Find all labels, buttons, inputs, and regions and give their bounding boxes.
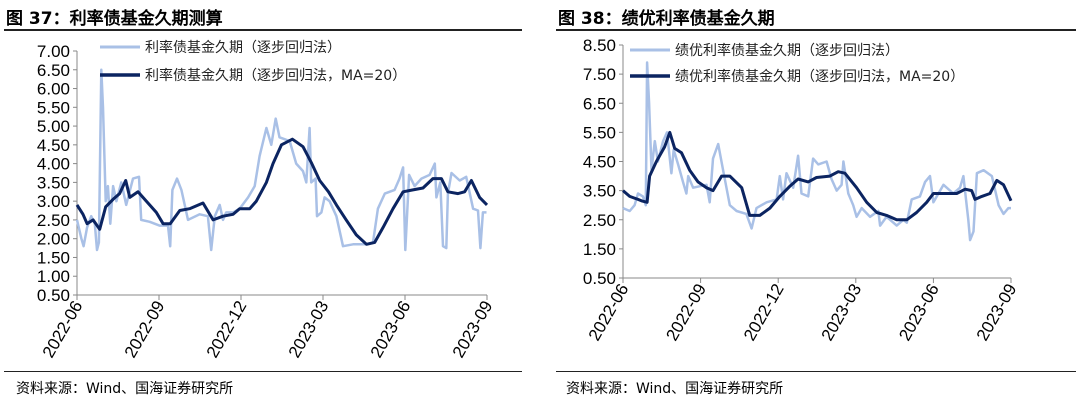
y-tick-label: 4.50 (583, 153, 616, 172)
chart-title-37: 图 37：利率债基金久期测算 (6, 9, 223, 29)
y-tick-label: 7.00 (37, 42, 70, 61)
y-tick-label: 4.00 (37, 155, 70, 174)
y-tick-label: 0.50 (37, 286, 70, 305)
y-tick-label: 2.50 (37, 211, 70, 230)
y-tick-label: 1.50 (37, 248, 70, 267)
x-tick-label: 2022-12 (203, 298, 251, 362)
x-tick-label: 2023-09 (449, 298, 497, 362)
legend-label: 利率债基金久期（逐步回归法） (145, 39, 341, 56)
x-tick-label: 2023-06 (367, 298, 415, 362)
series-line-raw (75, 68, 487, 252)
x-tick-label: 2022-06 (39, 298, 87, 362)
legend-label: 绩优利率债基金久期（逐步回归法） (675, 42, 899, 59)
source-divider (556, 371, 1076, 372)
y-tick-label: 1.00 (37, 267, 70, 286)
source-note: 资料来源：Wind、国海证券研究所 (566, 381, 784, 397)
y-tick-label: 6.50 (37, 61, 70, 80)
legend-label: 利率债基金久期（逐步回归法，MA=20） (145, 67, 406, 84)
source-note: 资料来源：Wind、国海证券研究所 (16, 381, 234, 397)
y-tick-label: 5.00 (37, 117, 70, 136)
title-divider (4, 29, 522, 31)
series-line-ma20 (75, 137, 489, 246)
x-tick-label: 2023-06 (895, 281, 943, 345)
y-tick-label: 2.50 (583, 211, 616, 230)
x-tick-label: 2022-09 (121, 298, 169, 362)
series-line-raw (622, 61, 1011, 242)
y-tick-label: 3.50 (37, 173, 70, 192)
y-tick-label: 4.50 (37, 136, 70, 155)
legend-label: 绩优利率债基金久期（逐步回归法，MA=20） (675, 68, 964, 85)
series-line-ma20 (622, 130, 1013, 222)
x-tick-label: 2022-06 (585, 281, 633, 345)
y-tick-label: 3.50 (583, 182, 616, 201)
x-tick-label: 2022-12 (740, 281, 788, 345)
source-divider (4, 371, 522, 372)
x-tick-label: 2023-03 (818, 281, 866, 345)
y-tick-label: 5.50 (37, 98, 70, 117)
y-tick-label: 1.50 (583, 240, 616, 259)
y-tick-label: 6.00 (37, 80, 70, 99)
y-tick-label: 8.50 (583, 36, 616, 55)
x-tick-label: 2023-09 (973, 281, 1021, 345)
y-tick-label: 0.50 (583, 269, 616, 288)
x-tick-label: 2023-03 (285, 298, 333, 362)
y-tick-label: 6.50 (583, 94, 616, 113)
y-tick-label: 7.50 (583, 65, 616, 84)
x-tick-label: 2022-09 (662, 281, 710, 345)
y-tick-label: 3.00 (37, 192, 70, 211)
y-tick-label: 5.50 (583, 123, 616, 142)
title-divider (556, 29, 1076, 31)
chart-title-38: 图 38：绩优利率债基金久期 (558, 9, 775, 29)
y-tick-label: 2.00 (37, 230, 70, 249)
